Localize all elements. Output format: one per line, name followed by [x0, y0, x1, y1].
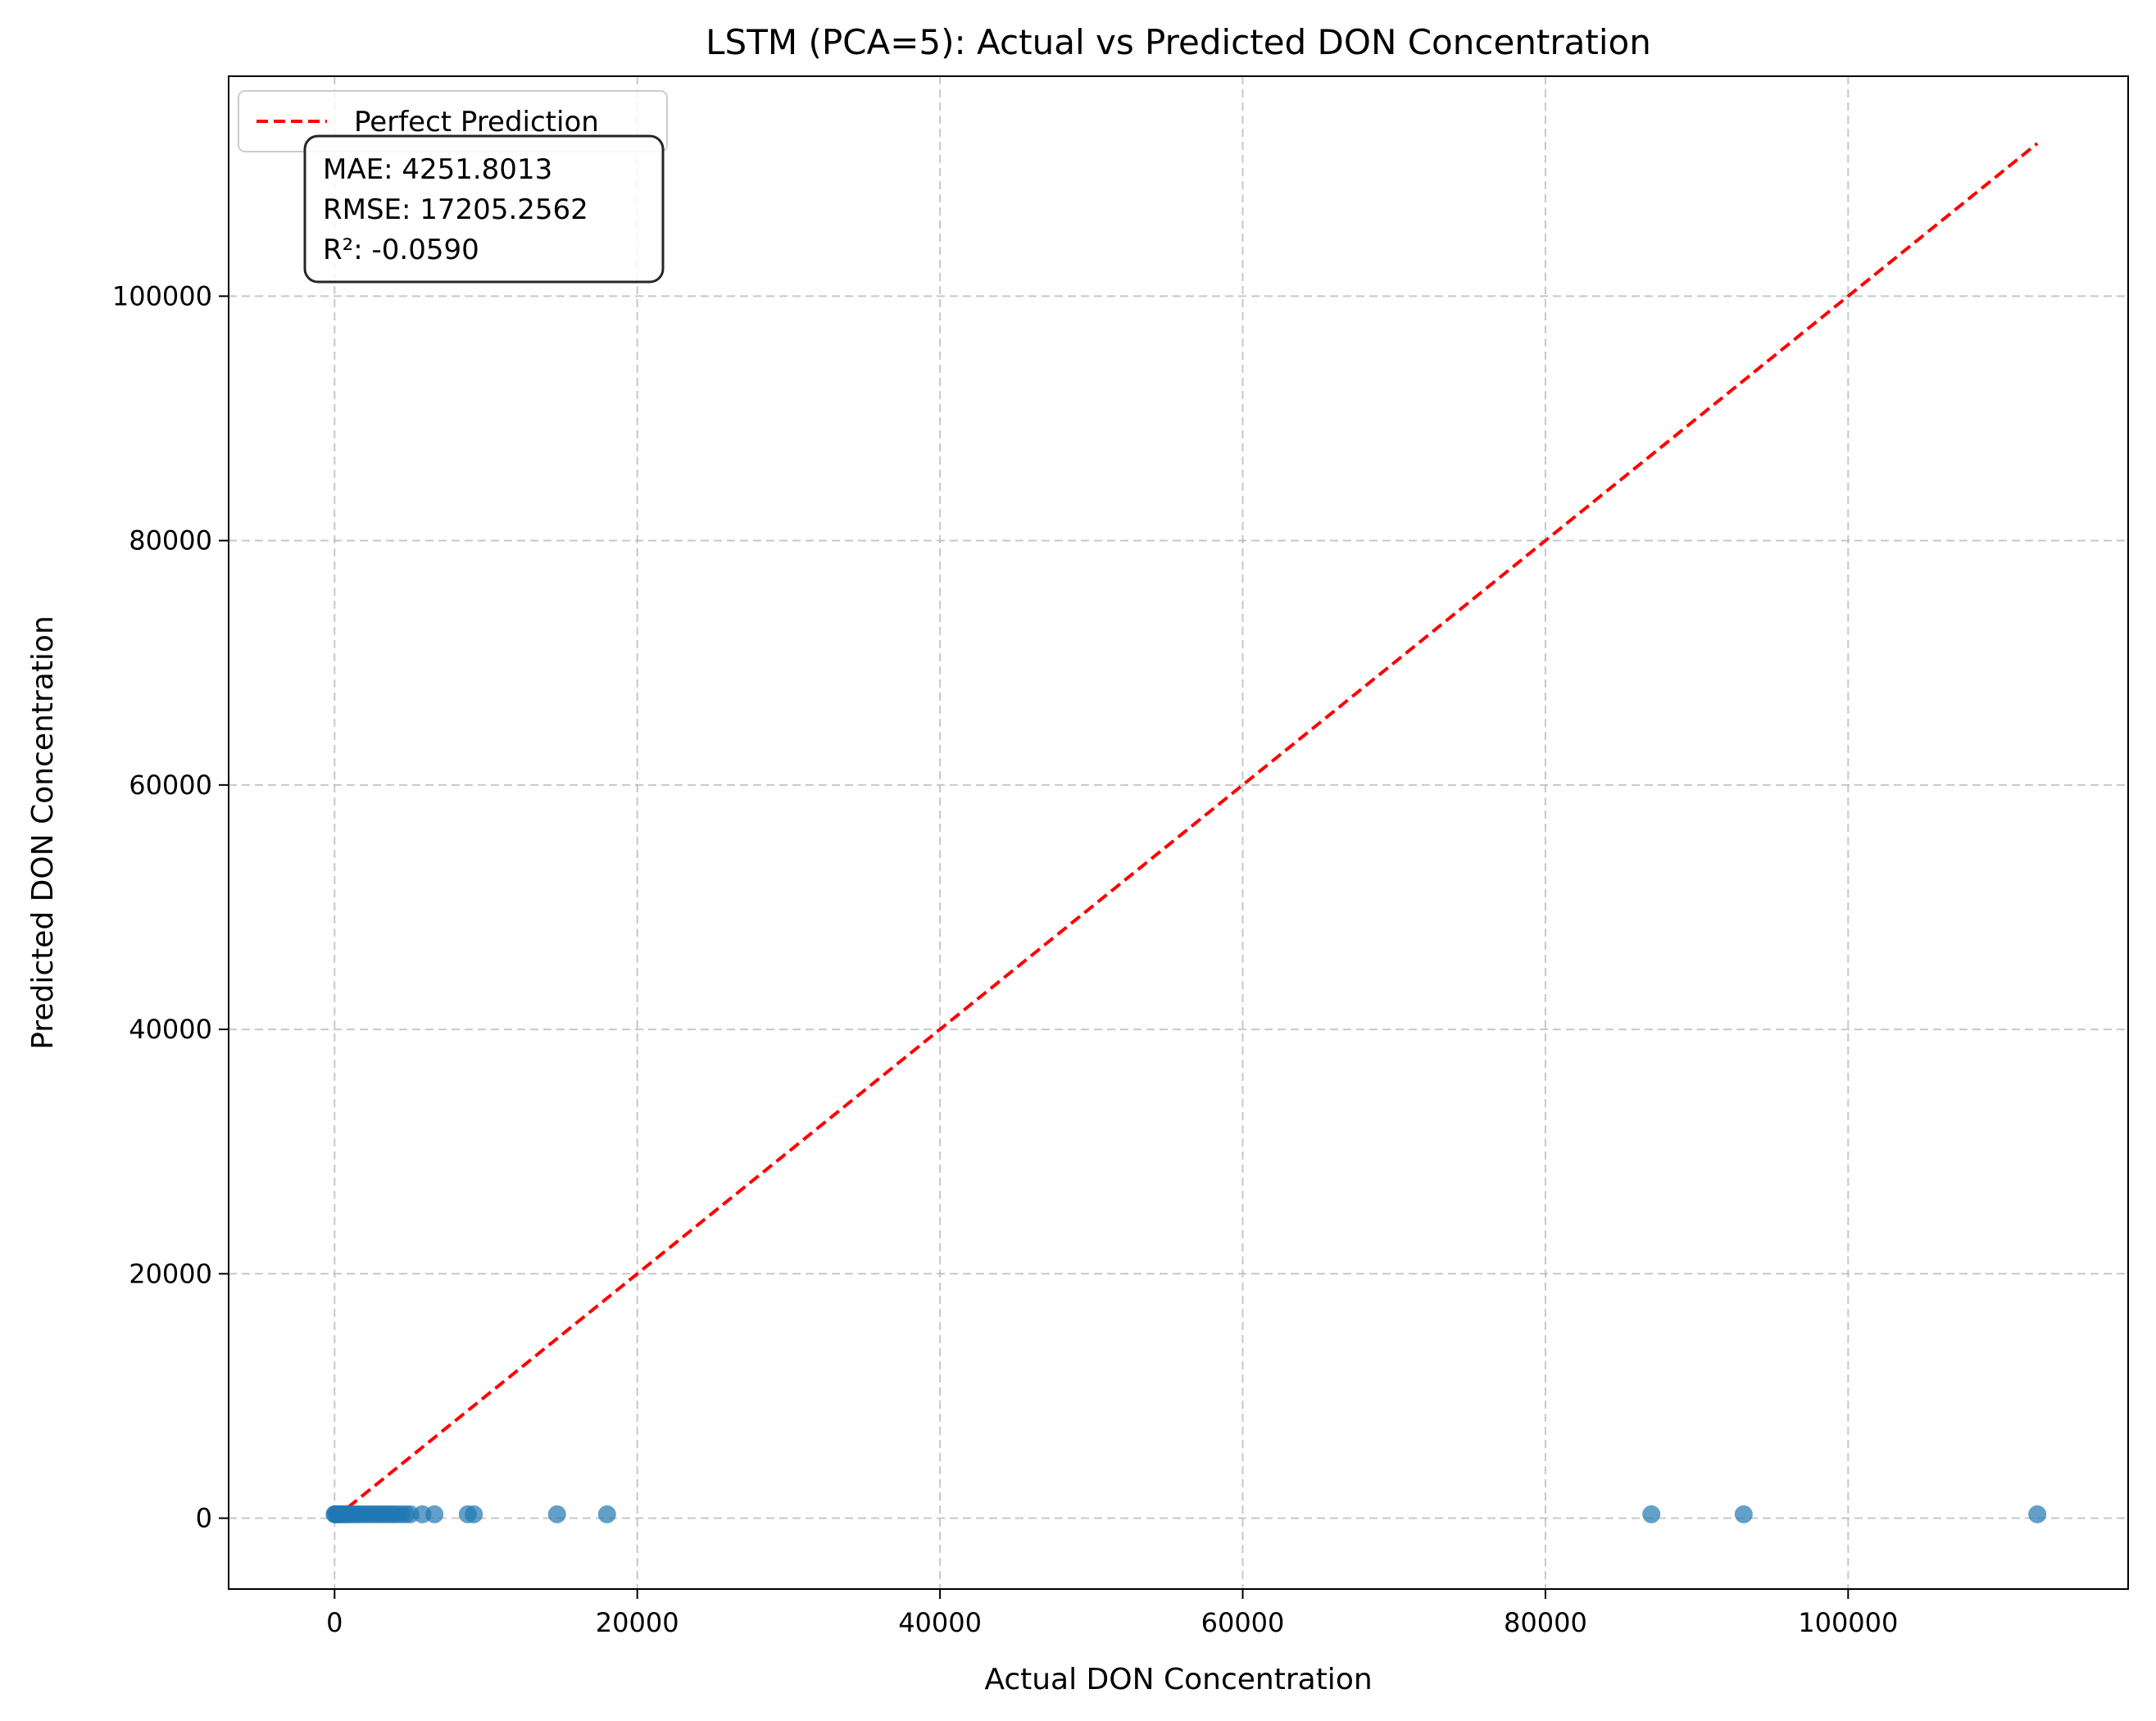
- x-tick-label: 60000: [1201, 1607, 1285, 1638]
- y-tick-label: 100000: [112, 280, 212, 311]
- x-tick-label: 0: [326, 1607, 343, 1638]
- stats-box-frame: [303, 134, 665, 284]
- y-axis-label: Predicted DON Concentration: [26, 615, 60, 1050]
- plot-frame: [228, 75, 2129, 1590]
- x-axis-ticks: 0 20000 40000 60000 80000 100000: [326, 1589, 1898, 1638]
- y-tick-label: 80000: [129, 525, 212, 556]
- y-tick-label: 40000: [129, 1014, 212, 1045]
- scatter-point: [547, 1505, 566, 1523]
- y-tick-label: 0: [196, 1503, 212, 1534]
- perfect-prediction-line-layer: [334, 142, 2039, 1520]
- legend-entry-perfect-prediction: Perfect Prediction: [354, 106, 599, 138]
- x-tick-label: 40000: [898, 1607, 982, 1638]
- stats-r2: R²: -0.0590: [323, 234, 479, 266]
- scatter-point: [425, 1505, 444, 1523]
- x-tick-label: 80000: [1504, 1607, 1587, 1638]
- scatter-point: [1734, 1505, 1753, 1523]
- y-axis-ticks: 0 20000 40000 60000 80000 100000: [112, 280, 229, 1534]
- scatter-point: [2028, 1505, 2047, 1523]
- perfect-prediction-line: [334, 142, 2039, 1520]
- y-tick-label: 60000: [129, 770, 212, 801]
- x-axis-label: Actual DON Concentration: [984, 1663, 1372, 1696]
- scatter-point: [1642, 1505, 1661, 1523]
- x-tick-label: 100000: [1798, 1607, 1898, 1638]
- scatter-points: [325, 1505, 2047, 1523]
- x-tick-label: 20000: [596, 1607, 679, 1638]
- stats-box: MAE: 4251.8013 RMSE: 17205.2562 R²: -0.0…: [303, 134, 665, 284]
- stats-rmse: RMSE: 17205.2562: [323, 193, 588, 226]
- grid: [229, 76, 2128, 1589]
- chart-title: LSTM (PCA=5): Actual vs Predicted DON Co…: [706, 22, 1651, 62]
- stats-mae: MAE: 4251.8013: [323, 153, 552, 186]
- y-tick-label: 20000: [129, 1258, 212, 1289]
- scatter-point: [597, 1505, 616, 1523]
- scatter-point: [465, 1505, 483, 1523]
